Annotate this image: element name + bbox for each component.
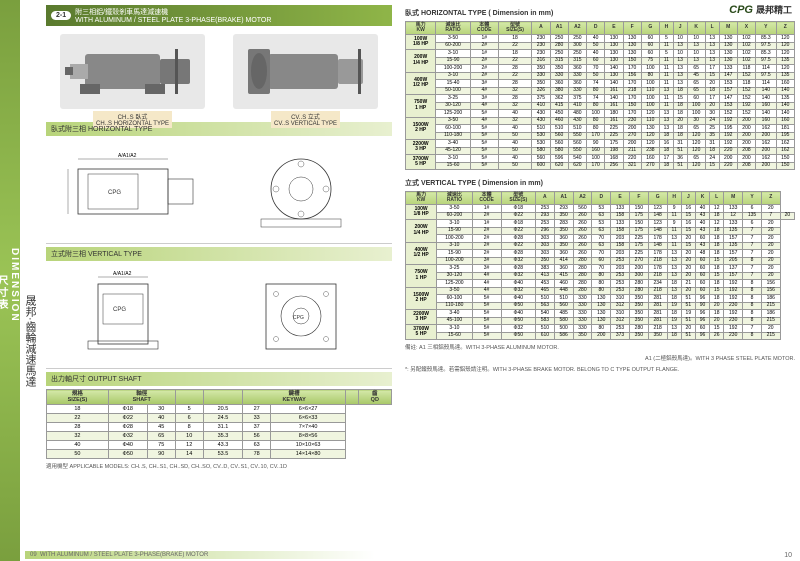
vertical-table-title: 立式 VERTICAL TYPE ( Dimension in mm) — [405, 178, 795, 188]
vertical-section-title: 立式附三相 VERTICAL TYPE — [46, 247, 392, 261]
horizontal-drawings: CPG A/A1/A2 — [46, 139, 392, 244]
footnote-c: *: 另配鐵殼馬達。若需鋁殼請注明。WITH 3-PHASE BRAKE MOT… — [405, 365, 795, 373]
shaft-table: 規格SIZE(S)軸徑SHAFT鍵槽KEYWAY齒QD 18Φ1830520.5… — [46, 389, 392, 459]
section-number: 2-1 — [51, 11, 71, 20]
section-header: 2-1 附三相鋁/鐵殼剎車馬達減速機 WITH ALUMINUM / STEEL… — [46, 5, 392, 26]
horizontal-motor-image — [60, 34, 205, 109]
svg-text:CPG: CPG — [293, 315, 304, 321]
dimension-sidebar: DIMENSION 尺寸表 — [0, 0, 20, 561]
left-panel: 2-1 附三相鋁/鐵殼剎車馬達減速機 WITH ALUMINUM / STEEL… — [38, 0, 400, 561]
svg-text:CPG: CPG — [108, 190, 121, 196]
footnote-a: 備註: A1 三相鋁殼馬達。WITH 3-PHASE ALUMINUM MOTO… — [405, 343, 795, 351]
vertical-spec-table: 馬力KW減速比RATIO本體CODE型號SIZE(S)AA1A2DEFGHJKL… — [405, 191, 795, 340]
svg-text:CPG: CPG — [113, 307, 126, 313]
shaft-note: 適用機型 APPLICABLE MODELS: CH..S, CH..S1, C… — [46, 462, 392, 470]
svg-text:A/A1/A2: A/A1/A2 — [113, 271, 132, 277]
shaft-section-title: 出力軸尺寸 OUTPUT SHAFT — [46, 372, 392, 386]
vertical-drawings: CPG A/A1/A2 CPG — [46, 264, 392, 369]
page-number-right: 10 — [784, 552, 792, 559]
motor-images: CH..S 臥式CH..S HORIZONTAL TYPE CV..S 立式CV… — [46, 34, 392, 114]
horizontal-spec-table: 馬力KW減速比RATIO本體CODE型號SIZE(S)AA1A2DEFGHJKL… — [405, 21, 795, 170]
page-footer: 09 WITH ALUMINUM / STEEL PLATE 3-PHASE(B… — [25, 551, 375, 559]
footnote-b: A1 (二極鋁殼馬達)。WITH 3 PHASE STEEL PLATE MOT… — [405, 354, 795, 362]
brand-sidebar: 晟邦·齒輪減速馬達 — [20, 0, 38, 561]
sidebar-en: DIMENSION — [9, 248, 20, 323]
sidebar-cn: 尺寸表 — [0, 275, 9, 311]
brand-logo: CPG晟邦精工 — [729, 3, 792, 16]
vertical-motor-image — [233, 34, 378, 109]
svg-text:A/A1/A2: A/A1/A2 — [118, 153, 137, 159]
right-panel: 臥式 HORIZONTAL TYPE ( Dimension in mm) 馬力… — [400, 0, 800, 561]
